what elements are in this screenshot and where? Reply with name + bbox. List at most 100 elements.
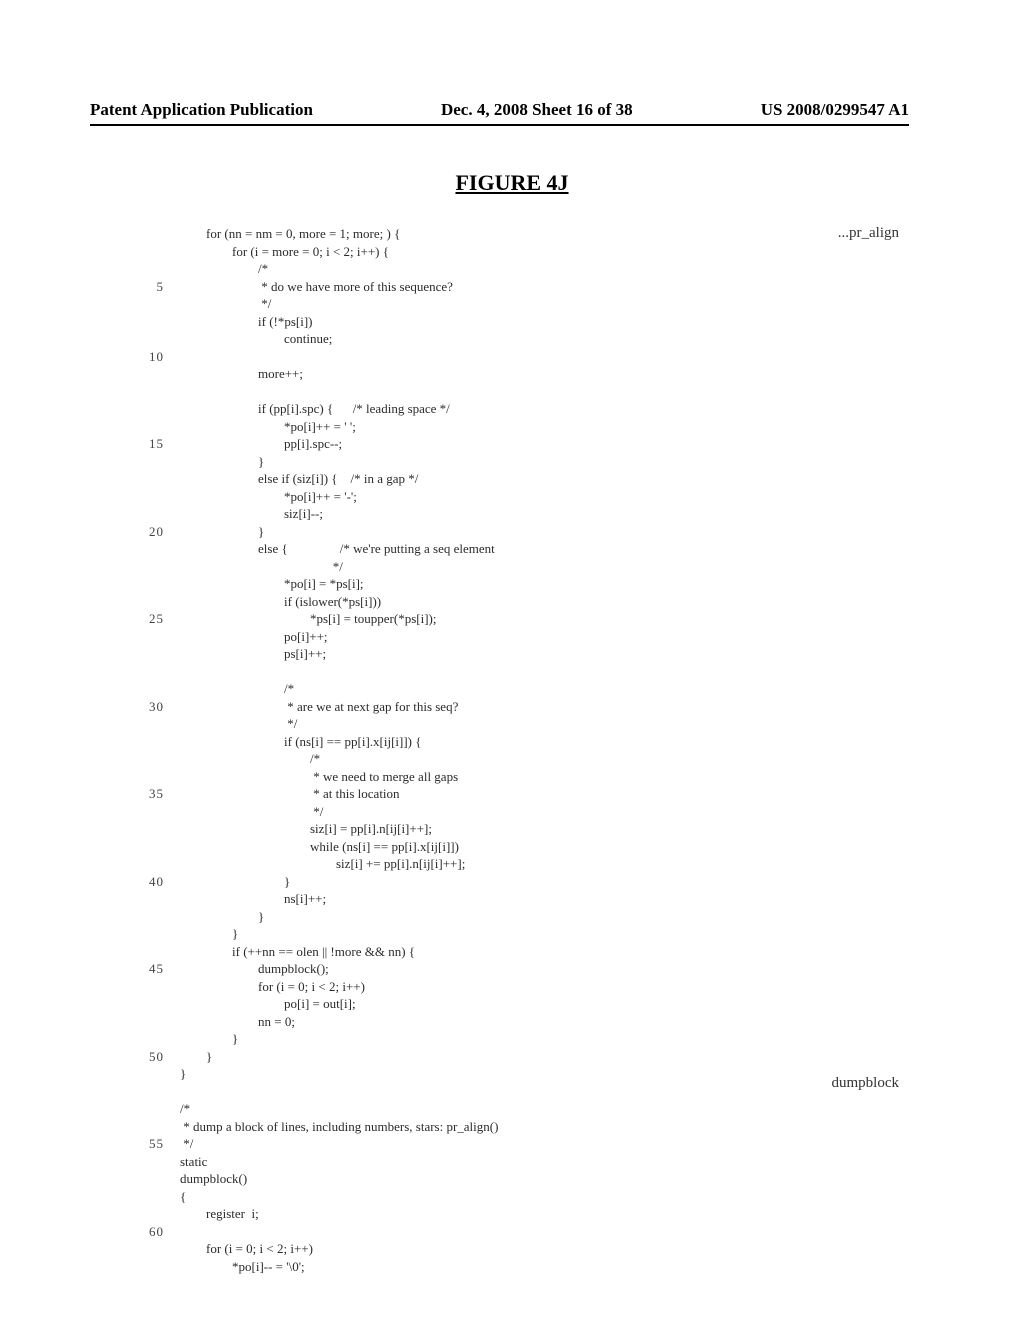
code-text: * are we at next gap for this seq? xyxy=(180,698,458,716)
code-text: for (i = 0; i < 2; i++) xyxy=(180,978,365,996)
line-number: 60 xyxy=(134,1223,164,1241)
line-number: 40 xyxy=(134,873,164,891)
code-line: if (pp[i].spc) { /* leading space */ xyxy=(135,400,909,418)
code-line xyxy=(135,1083,909,1101)
code-text: if (++nn == olen || !more && nn) { xyxy=(180,943,415,961)
code-line: 5 * do we have more of this sequence? xyxy=(135,278,909,296)
code-line: if (++nn == olen || !more && nn) { xyxy=(135,943,909,961)
code-text: for (i = more = 0; i < 2; i++) { xyxy=(180,243,389,261)
code-text: * dump a block of lines, including numbe… xyxy=(180,1118,498,1136)
code-line: register i; xyxy=(135,1205,909,1223)
code-text: { xyxy=(180,1188,186,1206)
code-text: for (i = 0; i < 2; i++) xyxy=(180,1240,313,1258)
code-text: /* xyxy=(180,1100,190,1118)
line-number: 5 xyxy=(134,278,164,296)
code-line: po[i] = out[i]; xyxy=(135,995,909,1013)
code-line: else { /* we're putting a seq element xyxy=(135,540,909,558)
code-text: } xyxy=(180,908,264,926)
code-line: * we need to merge all gaps xyxy=(135,768,909,786)
code-line: 45 dumpblock(); xyxy=(135,960,909,978)
code-line: nn = 0; xyxy=(135,1013,909,1031)
code-line: if (islower(*ps[i])) xyxy=(135,593,909,611)
code-text: * at this location xyxy=(180,785,400,803)
code-text: *po[i]++ = ' '; xyxy=(180,418,356,436)
code-text: for (nn = nm = 0, more = 1; more; ) { xyxy=(180,225,400,243)
margin-label: dumpblock xyxy=(832,1075,900,1092)
code-line: /* xyxy=(135,260,909,278)
header-right: US 2008/0299547 A1 xyxy=(761,100,909,120)
margin-label: ...pr_align xyxy=(838,225,899,242)
code-line: if (!*ps[i]) xyxy=(135,313,909,331)
code-line: for (i = 0; i < 2; i++) xyxy=(135,978,909,996)
header-center: Dec. 4, 2008 Sheet 16 of 38 xyxy=(441,100,633,120)
code-line: 25 *ps[i] = toupper(*ps[i]); xyxy=(135,610,909,628)
code-text: ns[i]++; xyxy=(180,890,326,908)
code-line: *po[i] = *ps[i]; xyxy=(135,575,909,593)
line-number: 30 xyxy=(134,698,164,716)
code-line: */ xyxy=(135,715,909,733)
code-line: } xyxy=(135,1065,909,1083)
code-line: /* xyxy=(135,1100,909,1118)
header-left: Patent Application Publication xyxy=(90,100,313,120)
code-text: *po[i] = *ps[i]; xyxy=(180,575,364,593)
code-text: more++; xyxy=(180,365,303,383)
code-text: siz[i]--; xyxy=(180,505,323,523)
code-listing: for (nn = nm = 0, more = 1; more; ) { fo… xyxy=(135,225,909,1275)
code-text: /* xyxy=(180,750,320,768)
code-text: if (islower(*ps[i])) xyxy=(180,593,381,611)
line-number: 10 xyxy=(134,348,164,366)
code-text: } xyxy=(180,873,290,891)
code-line: 50 } xyxy=(135,1048,909,1066)
figure-title: FIGURE 4J xyxy=(0,170,1024,196)
code-line xyxy=(135,383,909,401)
code-text: } xyxy=(180,523,264,541)
code-text: */ xyxy=(180,1135,193,1153)
code-text: if (ns[i] == pp[i].x[ij[i]]) { xyxy=(180,733,422,751)
code-line: /* xyxy=(135,680,909,698)
code-line: for (i = 0; i < 2; i++) xyxy=(135,1240,909,1258)
code-text: po[i]++; xyxy=(180,628,328,646)
line-number: 35 xyxy=(134,785,164,803)
code-line: 15 pp[i].spc--; xyxy=(135,435,909,453)
code-text: /* xyxy=(180,680,294,698)
code-line: *po[i]++ = ' '; xyxy=(135,418,909,436)
code-line: *po[i]++ = '-'; xyxy=(135,488,909,506)
code-text: } xyxy=(180,925,238,943)
code-text: } xyxy=(180,453,264,471)
code-line: for (nn = nm = 0, more = 1; more; ) { xyxy=(135,225,909,243)
code-text: /* xyxy=(180,260,268,278)
code-line: { xyxy=(135,1188,909,1206)
code-line: continue; xyxy=(135,330,909,348)
code-text: *po[i]-- = '\0'; xyxy=(180,1258,305,1276)
code-line: ps[i]++; xyxy=(135,645,909,663)
code-text: siz[i] += pp[i].n[ij[i]++]; xyxy=(180,855,465,873)
code-text: *po[i]++ = '-'; xyxy=(180,488,357,506)
code-text: else { /* we're putting a seq element xyxy=(180,540,495,558)
code-line: for (i = more = 0; i < 2; i++) { xyxy=(135,243,909,261)
code-line: *po[i]-- = '\0'; xyxy=(135,1258,909,1276)
code-line: if (ns[i] == pp[i].x[ij[i]]) { xyxy=(135,733,909,751)
code-text: dumpblock() xyxy=(180,1170,247,1188)
code-line: } xyxy=(135,1030,909,1048)
code-text: */ xyxy=(180,295,271,313)
code-line: more++; xyxy=(135,365,909,383)
code-line: static xyxy=(135,1153,909,1171)
code-text: */ xyxy=(180,558,343,576)
code-text: if (pp[i].spc) { /* leading space */ xyxy=(180,400,450,418)
code-line: siz[i]--; xyxy=(135,505,909,523)
code-text: } xyxy=(180,1030,238,1048)
code-text: register i; xyxy=(180,1205,259,1223)
code-text: static xyxy=(180,1153,207,1171)
code-line: } xyxy=(135,453,909,471)
code-line: 30 * are we at next gap for this seq? xyxy=(135,698,909,716)
code-line: 55 */ xyxy=(135,1135,909,1153)
code-line: /* xyxy=(135,750,909,768)
code-text: *ps[i] = toupper(*ps[i]); xyxy=(180,610,436,628)
code-line: */ xyxy=(135,558,909,576)
code-text: } xyxy=(180,1065,186,1083)
code-line: 10 xyxy=(135,348,909,366)
code-text: nn = 0; xyxy=(180,1013,295,1031)
code-line xyxy=(135,663,909,681)
code-line: 20 } xyxy=(135,523,909,541)
code-line: po[i]++; xyxy=(135,628,909,646)
